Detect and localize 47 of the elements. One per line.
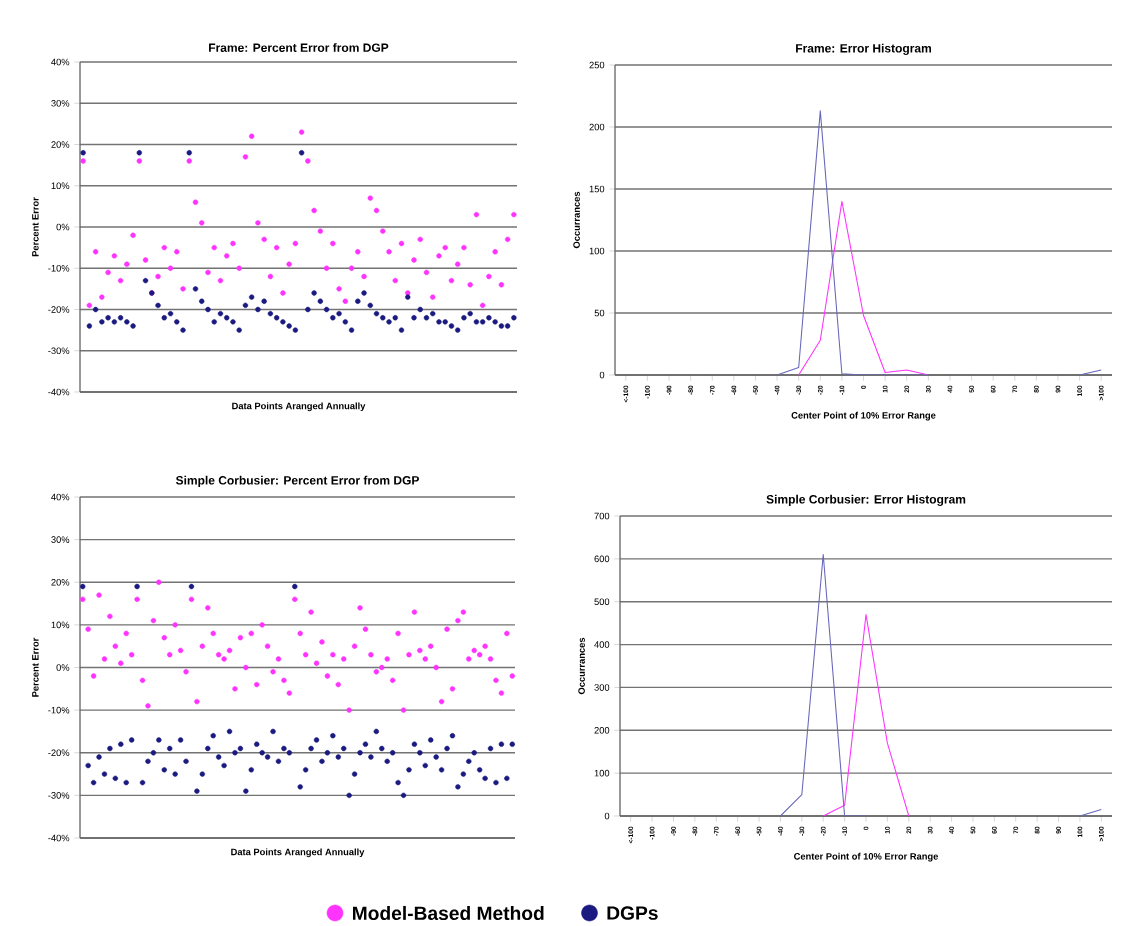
chart-title: Frame: Percent Error from DGP [209,43,389,52]
y-tick-label: 0% [56,223,70,231]
y-tick-label: 0 [604,812,610,820]
legend-label: DGPs [607,906,658,920]
y-tick-label: -30% [48,792,70,799]
y-tick-label: 250 [589,61,605,69]
y-tick-label: 500 [594,598,610,606]
y-axis-title: Occurrances [578,637,585,695]
y-tick-label: 100 [594,769,610,777]
y-tick-label: 600 [594,555,610,563]
chart-title: Simple Corbusier: Percent Error from DGP [175,475,419,487]
y-tick-label: -40% [48,834,70,842]
y-tick-label: 0 [599,371,605,379]
y-tick-label: 50 [594,309,605,317]
y-tick-label: 10% [51,182,70,190]
y-tick-label: 30% [51,536,70,543]
y-tick-label: 10% [51,621,70,629]
y-tick-label: 200 [589,123,605,131]
y-tick-label: 700 [594,512,610,520]
x-axis-title: Data Points Aranged Annually [232,402,366,412]
y-tick-label: 400 [594,641,610,648]
y-axis-title: Percent Error [32,637,39,697]
y-axis-title: Percent Error [32,197,39,257]
y-tick-label: -10% [48,264,70,272]
y-tick-label: 30% [51,99,70,107]
x-axis-title: Center Point of 10% Error Range [791,411,936,421]
y-tick-label: -40% [48,388,70,396]
y-tick-label: 40% [51,493,70,501]
y-tick-label: -20% [48,306,70,313]
y-tick-label: 300 [594,684,610,691]
y-tick-label: -10% [48,706,70,714]
y-tick-label: 20% [51,578,70,586]
y-tick-label: 200 [594,727,610,734]
y-tick-label: -30% [48,347,70,355]
chart-title: Frame: Error Histogram [796,43,931,55]
legend-label: Model-Based Method [352,905,544,921]
line-series [822,614,910,816]
y-axis-title: Occurrances [573,191,580,249]
y-tick-label: 20% [51,141,70,148]
y-tick-label: 150 [589,185,605,193]
chart-title: Simple Corbusier: Error Histogram [766,494,966,506]
y-tick-label: 0% [56,664,70,671]
x-axis-title: Center Point of 10% Error Range [794,852,939,862]
x-axis-title: Data Points Aranged Annually [231,848,365,858]
y-tick-label: 100 [589,247,605,255]
y-tick-label: 40% [51,58,70,66]
y-tick-label: -20% [48,749,70,757]
